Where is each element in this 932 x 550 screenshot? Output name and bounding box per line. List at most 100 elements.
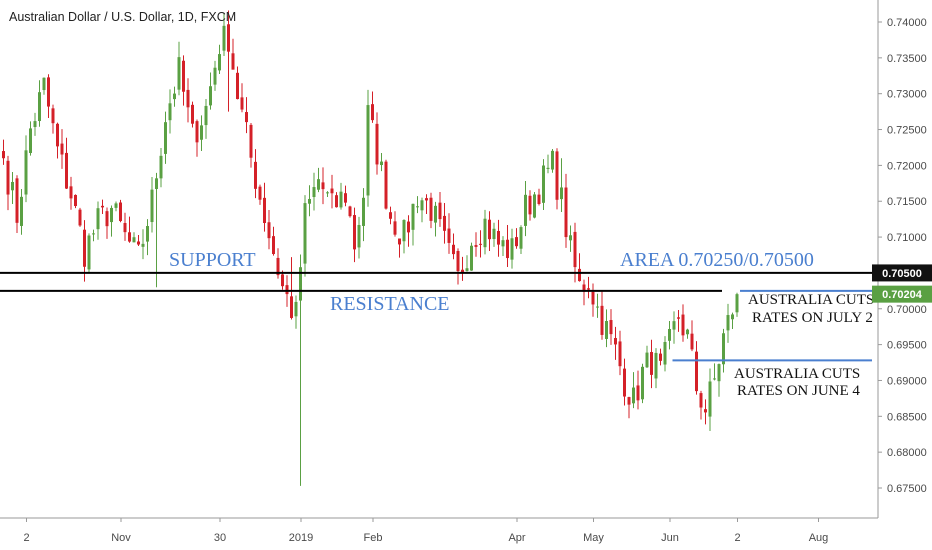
candle-body bbox=[78, 209, 82, 226]
time-tick-label: May bbox=[583, 532, 604, 544]
candle bbox=[294, 295, 298, 329]
candle bbox=[78, 207, 82, 227]
candle-body bbox=[69, 186, 73, 199]
candle-body bbox=[51, 108, 55, 124]
candle bbox=[339, 182, 343, 210]
candle-body bbox=[375, 123, 379, 165]
candle-body bbox=[465, 268, 469, 271]
candle bbox=[24, 135, 28, 203]
candle bbox=[105, 207, 109, 239]
candle-body bbox=[614, 338, 617, 345]
candle bbox=[137, 234, 140, 246]
candle bbox=[636, 370, 640, 410]
candle-body bbox=[524, 194, 527, 226]
candle-body bbox=[506, 239, 509, 259]
candle-body bbox=[717, 364, 721, 382]
candle-body bbox=[141, 243, 145, 247]
candle bbox=[429, 192, 433, 229]
candle bbox=[735, 292, 739, 317]
candle bbox=[425, 194, 428, 214]
candle-body bbox=[429, 197, 433, 221]
candle bbox=[371, 91, 374, 123]
candle bbox=[443, 202, 446, 244]
candle bbox=[542, 159, 545, 211]
candle bbox=[236, 66, 239, 100]
candle bbox=[618, 330, 622, 376]
candle bbox=[114, 201, 118, 212]
candle bbox=[348, 205, 352, 218]
support-annotation: SUPPORT bbox=[169, 249, 256, 271]
candle bbox=[164, 111, 167, 164]
candle-body bbox=[600, 305, 604, 335]
candle-body bbox=[353, 215, 356, 250]
candle bbox=[326, 191, 329, 198]
candle-body bbox=[218, 54, 221, 71]
candle-body bbox=[15, 178, 19, 223]
price-tick-label: 0.71000 bbox=[887, 232, 927, 244]
candle-body bbox=[191, 104, 194, 124]
candle-body bbox=[470, 245, 473, 271]
candle bbox=[569, 225, 572, 252]
candle-body bbox=[726, 315, 730, 331]
candle-body bbox=[11, 181, 14, 191]
price-tick-label: 0.69500 bbox=[887, 340, 927, 352]
candle bbox=[213, 60, 217, 91]
candle-body bbox=[42, 77, 46, 91]
candle-body bbox=[546, 167, 550, 169]
candle bbox=[254, 149, 257, 199]
candle bbox=[411, 203, 415, 246]
candle bbox=[416, 196, 419, 214]
candle bbox=[632, 372, 635, 409]
candle bbox=[119, 199, 122, 223]
candle bbox=[470, 242, 473, 271]
candle bbox=[92, 229, 95, 242]
june-cut-annotation-line2: RATES ON JUNE 4 bbox=[737, 383, 860, 399]
candle bbox=[564, 173, 568, 248]
level-lines-layer bbox=[0, 271, 878, 362]
candle-body bbox=[303, 203, 307, 264]
candle bbox=[11, 171, 14, 205]
candle-body bbox=[668, 328, 671, 341]
candle bbox=[560, 158, 563, 212]
candle-body bbox=[542, 165, 545, 203]
candle bbox=[605, 309, 608, 348]
candle-body bbox=[492, 228, 496, 240]
candle bbox=[420, 197, 424, 223]
price-tick-label: 0.68000 bbox=[887, 447, 927, 459]
candle-body bbox=[627, 397, 631, 405]
candle-body bbox=[596, 306, 599, 308]
june-cut-annotation-line1: AUSTRALIA CUTS bbox=[734, 366, 860, 382]
candle bbox=[344, 185, 347, 207]
candle bbox=[141, 229, 145, 260]
time-tick-label: Apr bbox=[508, 532, 525, 544]
candle-body bbox=[213, 67, 217, 85]
candle bbox=[15, 175, 19, 233]
candle-body bbox=[407, 221, 410, 233]
candle-body bbox=[591, 291, 595, 305]
candle bbox=[87, 233, 91, 273]
price-tick-label: 0.74000 bbox=[887, 17, 927, 29]
candle-body bbox=[645, 352, 649, 368]
candle-body bbox=[713, 378, 716, 380]
price-tick-label: 0.73000 bbox=[887, 89, 927, 101]
candle-body bbox=[443, 215, 446, 231]
july-cut-annotation-line2: RATES ON JULY 2 bbox=[752, 310, 873, 326]
candle-body bbox=[659, 353, 662, 361]
candle-body bbox=[254, 161, 257, 189]
candle bbox=[177, 41, 181, 96]
candle-body bbox=[326, 192, 329, 194]
candle-body bbox=[672, 321, 676, 330]
candle bbox=[186, 78, 190, 123]
candle bbox=[128, 216, 131, 243]
candle-body bbox=[150, 189, 154, 223]
time-tick-label: Feb bbox=[364, 532, 383, 544]
candle-body bbox=[308, 198, 311, 204]
candle bbox=[42, 77, 46, 95]
candle bbox=[510, 228, 514, 269]
candle-body bbox=[488, 219, 491, 240]
candle bbox=[330, 174, 334, 209]
time-tick-label: 2019 bbox=[289, 532, 313, 544]
candle bbox=[515, 228, 518, 249]
candle-body bbox=[560, 187, 563, 200]
